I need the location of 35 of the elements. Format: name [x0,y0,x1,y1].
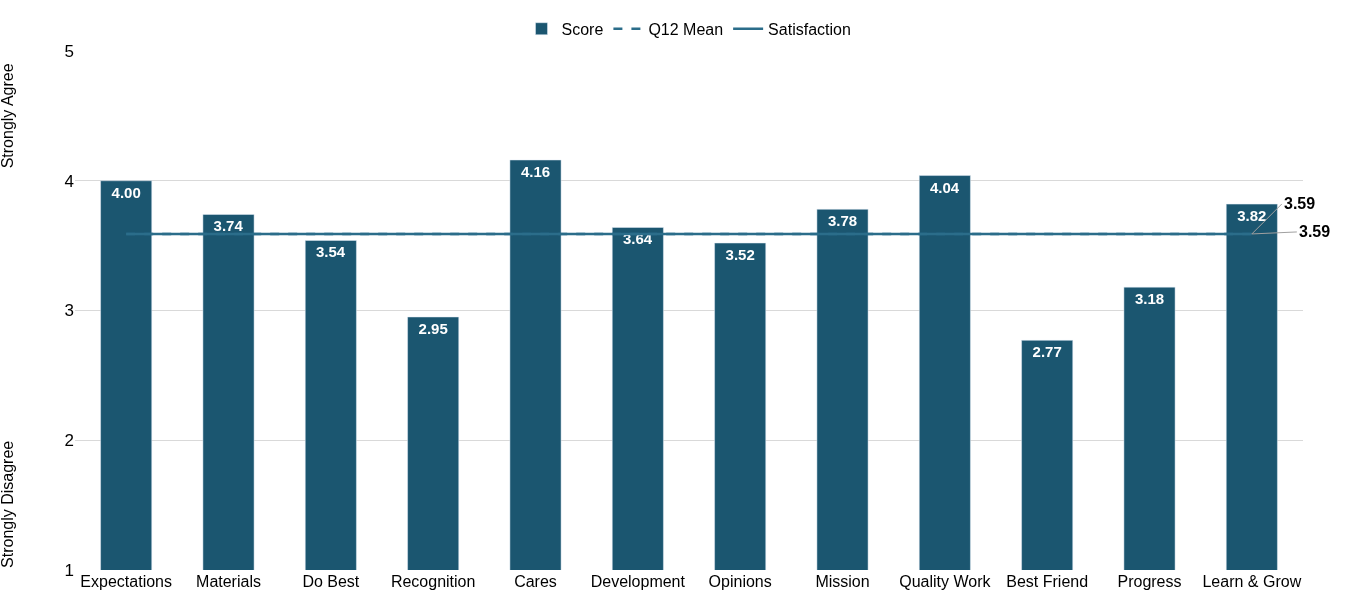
text: Strongly Disagree [0,440,16,568]
x-tick-label: Expectations [80,573,172,590]
x-tick-label: Do Best [302,573,360,590]
data-label: 3.59 [1284,195,1316,212]
data-label: 3.78 [827,212,858,230]
data-label: 4.00 [111,183,141,201]
y-tick-label: 4 [64,171,74,191]
data-label: 3.59 [1299,223,1331,240]
x-tick-label: Learn & Grow [1202,573,1302,590]
x-tick-label: Recognition [390,573,476,590]
x-tick-label: Progress [1117,573,1182,590]
legend-label: Score [561,20,604,38]
data-label: 2.77 [1032,343,1062,361]
data-label: 4.16 [520,162,551,180]
y-tick-label: 2 [64,431,74,451]
data-label: 4.04 [929,178,960,196]
legend-label: Satisfaction [768,20,851,38]
data-label: 2.95 [418,319,448,337]
data-label: 3.54 [315,243,346,261]
data-label: 3.18 [1134,290,1165,308]
y-tick-label: 5 [64,41,74,61]
text: Strongly Agree [0,63,16,169]
data-label: 3.52 [725,246,755,264]
data-label: 3.74 [213,217,244,235]
data-label: 3.82 [1237,207,1267,225]
legend-label: Q12 Mean [648,20,724,38]
y-tick-label: 1 [64,560,74,580]
x-tick-label: Mission [815,573,870,590]
x-tick-label: Opinions [708,573,772,590]
x-tick-label: Development [590,573,686,590]
x-tick-label: Materials [196,573,261,590]
y-tick-label: 3 [64,301,74,321]
x-tick-label: Quality Work [899,573,992,590]
x-tick-label: Best Friend [1006,573,1089,590]
x-tick-label: Cares [514,573,557,590]
